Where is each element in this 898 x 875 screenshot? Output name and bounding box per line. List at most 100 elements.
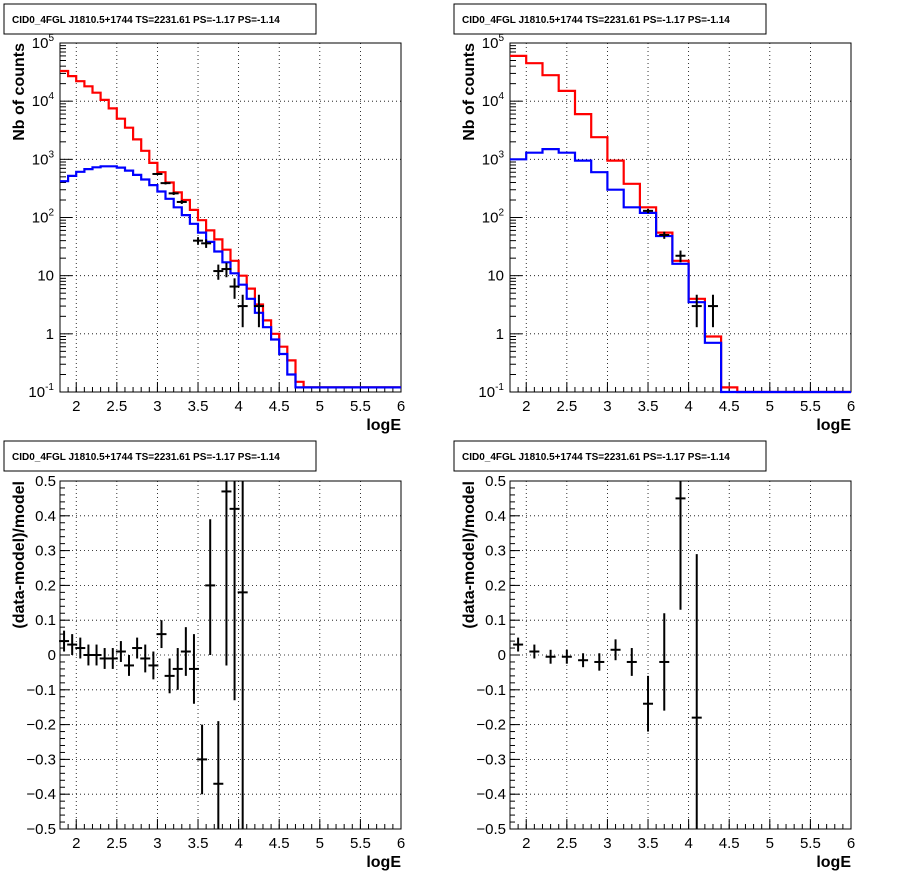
x-tick-label: 4.5: [269, 398, 290, 415]
x-axis-label: logE: [816, 854, 851, 871]
y-tick-label: 0.3: [485, 543, 506, 560]
data-point: [91, 644, 102, 666]
x-tick-label: 4.5: [719, 835, 740, 852]
data-point: [193, 237, 204, 245]
data-point: [180, 627, 191, 676]
x-tick-label: 4: [234, 398, 242, 415]
data-point: [148, 651, 159, 680]
x-axis-label: logE: [816, 417, 851, 434]
y-axis-label: Nb of counts: [11, 43, 28, 141]
y-axis-label: (data-model)/model: [11, 481, 28, 629]
y-tick-label: 102: [32, 208, 55, 227]
data-point: [594, 653, 605, 671]
y-tick-label: 0.2: [35, 577, 56, 594]
data-point: [152, 172, 163, 176]
x-tick-label: 2.5: [556, 835, 577, 852]
data-point: [115, 641, 126, 662]
y-tick-label: 103: [32, 149, 55, 168]
data-point: [229, 481, 240, 701]
series-step-line-2: [510, 148, 851, 394]
y-tick-label: −0.4: [476, 786, 506, 803]
data-point: [229, 278, 240, 299]
chart-title: CID0_4FGL J1810.5+1744 TS=2231.61 PS=-1.…: [12, 15, 280, 26]
data-point: [691, 554, 702, 829]
x-tick-label: 2.5: [106, 398, 127, 415]
data-point: [659, 231, 670, 239]
y-tick-label: 10-1: [28, 382, 54, 401]
y-tick-label: 105: [482, 33, 505, 52]
x-tick-label: 3: [603, 398, 611, 415]
data-point: [164, 658, 175, 694]
x-tick-label: 5: [766, 835, 774, 852]
x-tick-label: 3.5: [188, 398, 209, 415]
x-tick-label: 6: [397, 398, 405, 415]
y-tick-label: 0.5: [35, 473, 56, 490]
x-tick-label: 5: [766, 398, 774, 415]
title-box: [453, 440, 767, 472]
x-tick-label: 4.5: [269, 835, 290, 852]
data-point: [561, 649, 572, 664]
title-box: [453, 3, 767, 35]
data-point: [221, 262, 232, 278]
data-point: [675, 250, 686, 263]
x-axis-label: logE: [366, 417, 401, 434]
y-tick-label: −0.4: [26, 786, 56, 803]
x-tick-label: 2: [522, 835, 530, 852]
chart-panel-2: CID0_4FGL J1810.5+1744 TS=2231.61 PS=-1.…: [453, 3, 855, 434]
data-point: [221, 481, 232, 666]
data-point: [213, 264, 224, 280]
series-step-line-1: [60, 69, 401, 389]
y-tick-label: 10: [37, 268, 54, 285]
y-axis-label: Nb of counts: [461, 43, 478, 141]
x-tick-label: 3.5: [188, 835, 209, 852]
data-point: [253, 294, 264, 328]
plot-frame: [59, 480, 402, 830]
y-tick-label: −0.3: [26, 751, 56, 768]
y-tick-label: 10: [487, 268, 504, 285]
x-tick-label: 2.5: [106, 835, 127, 852]
data-point: [140, 644, 151, 673]
data-point: [643, 208, 654, 214]
y-tick-label: 102: [482, 208, 505, 227]
y-tick-label: 0.5: [485, 473, 506, 490]
x-tick-label: 3.5: [638, 835, 659, 852]
x-tick-label: 2.5: [556, 398, 577, 415]
x-tick-label: 5: [316, 835, 324, 852]
data-point: [513, 637, 524, 652]
y-tick-label: −0.3: [476, 751, 506, 768]
y-tick-label: 105: [32, 33, 55, 52]
y-tick-label: 103: [482, 149, 505, 168]
title-box: [3, 3, 317, 35]
data-point: [675, 481, 686, 610]
data-point: [707, 294, 718, 328]
x-tick-label: 5.5: [800, 835, 821, 852]
data-point: [107, 648, 118, 669]
data-point: [237, 481, 248, 829]
y-tick-label: 0.1: [485, 612, 506, 629]
data-point: [197, 724, 208, 795]
chart-title: CID0_4FGL J1810.5+1744 TS=2231.61 PS=-1.…: [12, 452, 280, 463]
y-tick-label: 104: [32, 91, 55, 110]
x-tick-label: 4: [684, 398, 692, 415]
data-point: [124, 655, 135, 676]
x-tick-label: 4: [684, 835, 692, 852]
plot-frame: [509, 42, 852, 393]
x-tick-label: 2: [72, 398, 80, 415]
y-tick-label: 0.3: [35, 543, 56, 560]
data-point: [659, 613, 670, 711]
data-point: [201, 239, 212, 248]
data-point: [643, 675, 654, 732]
chart-title: CID0_4FGL J1810.5+1744 TS=2231.61 PS=-1.…: [462, 15, 730, 26]
x-tick-label: 6: [847, 835, 855, 852]
x-tick-label: 3: [153, 398, 161, 415]
y-tick-label: 1: [496, 326, 504, 343]
chart-panel-1: CID0_4FGL J1810.5+1744 TS=2231.61 PS=-1.…: [3, 3, 405, 434]
x-tick-label: 3: [603, 835, 611, 852]
y-tick-label: 0: [498, 647, 506, 664]
data-point: [578, 653, 589, 668]
y-tick-label: 10-1: [478, 382, 504, 401]
chart-panel-3: CID0_4FGL J1810.5+1744 TS=2231.61 PS=-1.…: [3, 440, 405, 871]
x-tick-label: 4: [234, 835, 242, 852]
y-tick-label: −0.5: [476, 821, 506, 838]
